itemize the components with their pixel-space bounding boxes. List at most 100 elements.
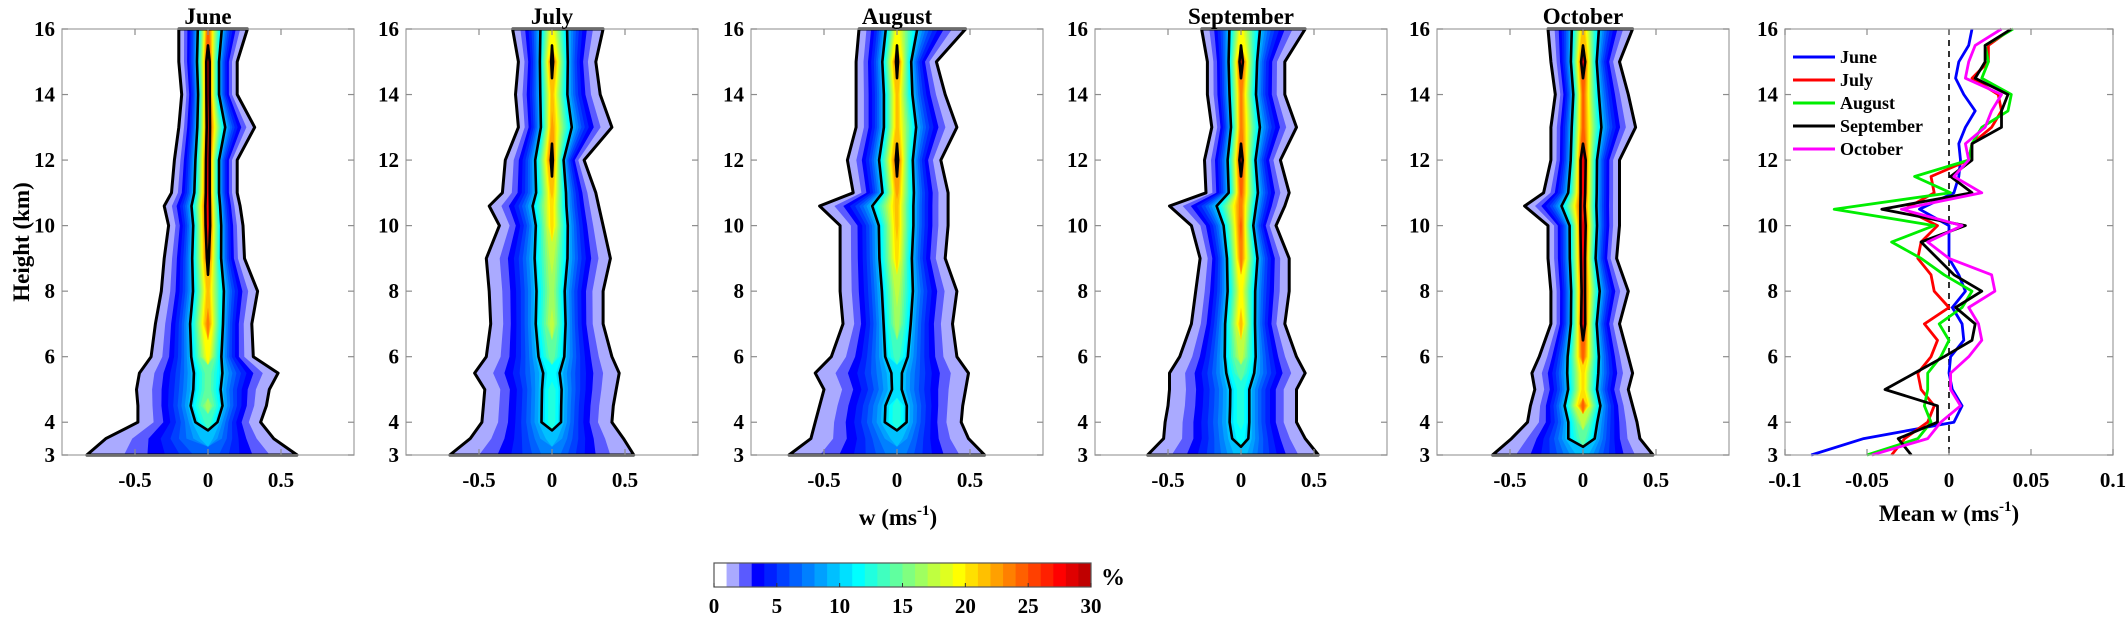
- colorbar-bin: [902, 563, 916, 587]
- series-line-september: [1880, 27, 2013, 456]
- density-band-21pct: [1239, 307, 1243, 341]
- colorbar-bin: [801, 563, 815, 587]
- colorbar-bin: [990, 563, 1004, 587]
- x-tick-label: -0.05: [1845, 468, 1889, 492]
- y-tick-label: 10: [1409, 214, 1430, 238]
- y-tick-label: 4: [45, 410, 56, 434]
- density-band-16pct: [205, 397, 211, 414]
- colorbar-bin: [751, 563, 765, 587]
- legend-label: July: [1840, 70, 1873, 90]
- colorbar-bin: [764, 563, 778, 587]
- mean-w-axis-label: Mean w (ms-1): [1879, 499, 2019, 526]
- y-tick-label: 16: [34, 17, 55, 41]
- y-tick-label: 16: [378, 17, 399, 41]
- x-axis-label-close: ): [929, 505, 937, 530]
- y-tick-label: 8: [1078, 279, 1089, 303]
- y-tick-label: 3: [1420, 443, 1431, 467]
- density-band-24pct: [1239, 215, 1242, 242]
- legend-label: September: [1840, 116, 1923, 136]
- y-tick-label: 16: [723, 17, 744, 41]
- y-tick-label: 8: [734, 279, 745, 303]
- y-tick-label: 12: [34, 148, 55, 172]
- colorbar-bin: [726, 563, 740, 587]
- colorbar-bin: [1053, 563, 1067, 587]
- y-tick-label: 8: [1420, 279, 1431, 303]
- x-tick-label: 0.5: [268, 468, 294, 492]
- y-tick-label: 6: [734, 345, 745, 369]
- panel-august: August 3 4 6 8 10 12 14 16 -0.5 0 0.5: [723, 4, 1044, 492]
- contour-line-25pct: [549, 142, 555, 178]
- y-tick-label: 10: [1067, 214, 1088, 238]
- x-tick-label: -0.5: [807, 468, 840, 492]
- colorbar-tick-label: 20: [955, 594, 976, 618]
- colorbar-bin: [814, 563, 828, 587]
- x-axis-label-sup: -1: [917, 503, 930, 519]
- colorbar-bin: [714, 563, 727, 587]
- legend-label: August: [1840, 93, 1895, 113]
- panel-title: August: [862, 4, 933, 29]
- density-band-27pct: [207, 143, 209, 242]
- x-axis-label: w (ms-1): [859, 503, 937, 530]
- mean-w-axis-label-base: Mean w (ms: [1879, 501, 1999, 526]
- x-tick-label: 0: [1944, 468, 1955, 492]
- y-tick-label: 10: [1757, 214, 1778, 238]
- panel-july: July 3 4 6 8 10 12 14 16 -0.5 0 0.5: [378, 4, 699, 492]
- colorbar-unit: %: [1101, 565, 1125, 591]
- panel-mean-w: 3 4 6 8 10 12 14 16 -0.1 -0.05 0 0.05 0.1 June July Aug…: [1757, 17, 2126, 492]
- x-tick-label: -0.5: [118, 468, 151, 492]
- panel-september: September 3 4 6 8 10 12 14 16 -0.5 0 0.5: [1067, 4, 1388, 492]
- colorbar-bin: [952, 563, 966, 587]
- colorbar-bin: [1078, 563, 1092, 587]
- contour-line-25pct: [894, 44, 900, 80]
- legend-label: June: [1840, 47, 1877, 67]
- colorbar-bin: [877, 563, 891, 587]
- panel-june: June 3 4 6 8 10 12 14 16 -0.5 0 0.5: [34, 4, 355, 492]
- y-tick-label: 3: [1078, 443, 1089, 467]
- panel-title: July: [531, 4, 574, 29]
- series-line-august: [1832, 27, 2014, 457]
- colorbar-tick-label: 5: [772, 594, 783, 618]
- y-tick-label: 14: [34, 83, 56, 107]
- mean-w-axis-label-sup: -1: [1999, 499, 2012, 515]
- y-tick-label: 8: [1768, 279, 1779, 303]
- colorbar-tick-label: 15: [892, 594, 913, 618]
- x-axis-label-base: w (ms: [859, 505, 917, 530]
- x-tick-label: 0.5: [1643, 468, 1669, 492]
- contour-line-25pct: [1579, 44, 1587, 80]
- series-line-october: [1871, 27, 2003, 457]
- colorbar-bin: [977, 563, 991, 587]
- colorbar-bin: [1065, 563, 1079, 587]
- x-tick-label: -0.1: [1768, 468, 1801, 492]
- x-tick-label: 0.5: [612, 468, 638, 492]
- colorbar-bin: [852, 563, 866, 587]
- colorbar-tick-label: 0: [709, 594, 720, 618]
- colorbar-bin: [940, 563, 954, 587]
- x-tick-label: -0.5: [1493, 468, 1526, 492]
- y-tick-label: 12: [1067, 148, 1088, 172]
- colorbar-bin: [965, 563, 979, 587]
- x-tick-label: 0: [1578, 468, 1589, 492]
- colorbar-bin: [927, 563, 941, 587]
- density-fill: [789, 29, 985, 455]
- x-tick-label: 0: [892, 468, 903, 492]
- y-tick-label: 14: [1757, 83, 1779, 107]
- x-tick-label: 0.1: [2100, 468, 2126, 492]
- colorbar-bin: [915, 563, 929, 587]
- y-tick-label: 4: [1768, 410, 1779, 434]
- colorbar-bin: [1003, 563, 1016, 587]
- y-tick-label: 16: [1067, 17, 1088, 41]
- contour-line-25pct: [549, 44, 555, 80]
- density-fill: [449, 29, 634, 455]
- y-tick-label: 3: [389, 443, 400, 467]
- y-tick-label: 12: [1757, 148, 1778, 172]
- density-band-12pct: [548, 381, 556, 431]
- legend: June July August September October: [1793, 47, 1923, 159]
- density-fill: [1147, 29, 1319, 455]
- colorbar-bin: [839, 563, 853, 587]
- contour-line-25pct: [1238, 142, 1244, 178]
- y-tick-label: 14: [378, 83, 400, 107]
- contour-line-25pct: [894, 142, 900, 178]
- x-tick-label: 0.05: [2013, 468, 2050, 492]
- y-tick-label: 6: [1768, 345, 1779, 369]
